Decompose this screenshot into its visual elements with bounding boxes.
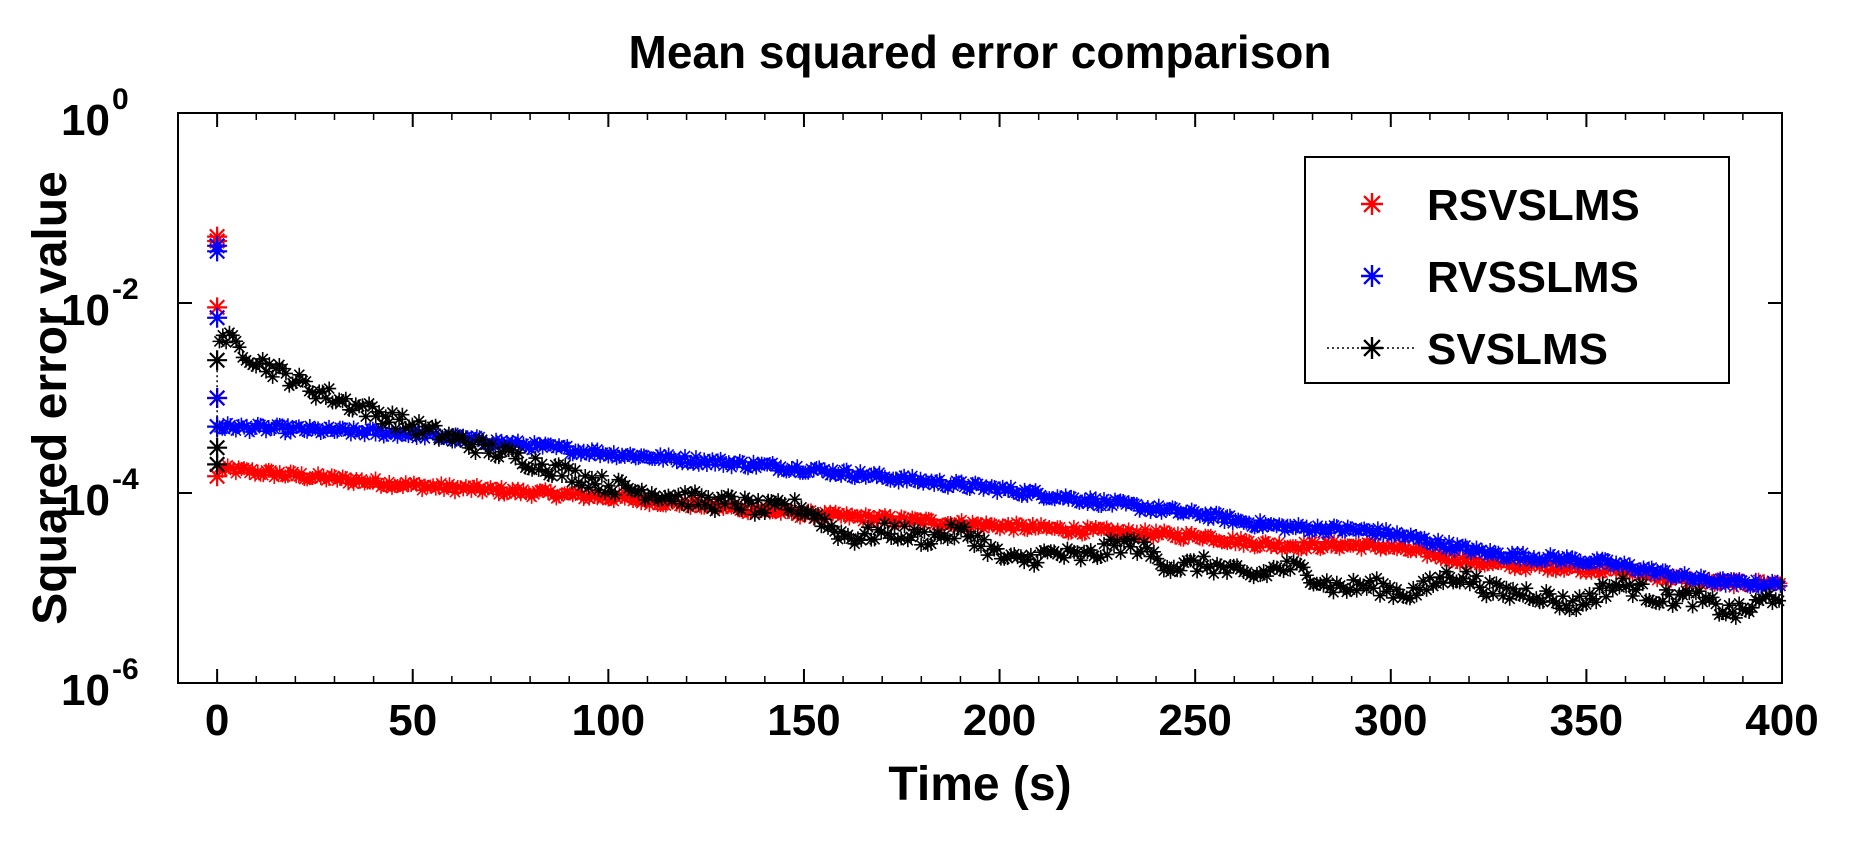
series-markers xyxy=(212,325,1787,625)
x-tick-label: 50 xyxy=(388,696,437,745)
legend-label: RVSSLMS xyxy=(1427,253,1639,302)
data-layer xyxy=(207,226,1788,625)
data-point xyxy=(207,437,228,458)
chart-title: Mean squared error comparison xyxy=(629,26,1332,78)
x-tick-label: 400 xyxy=(1745,696,1818,745)
data-point xyxy=(207,297,228,318)
x-tick-label: 200 xyxy=(963,696,1036,745)
series-svslms xyxy=(207,325,1787,625)
legend-marker xyxy=(1361,193,1383,215)
y-axis-label: Squared error value xyxy=(24,171,77,625)
legend-item-rsvslms: RSVSLMS xyxy=(1361,181,1640,230)
y-tick-exponent: -6 xyxy=(112,653,139,686)
x-tick-label: 300 xyxy=(1354,696,1427,745)
y-tick-label: 10 xyxy=(61,666,110,715)
legend-marker xyxy=(1361,265,1383,287)
y-tick-exponent: -4 xyxy=(112,463,139,496)
y-tick-label: 10 xyxy=(61,476,110,525)
y-tick-label: 10 xyxy=(61,286,110,335)
x-tick-label: 350 xyxy=(1550,696,1623,745)
y-tick-label: 10 xyxy=(61,96,110,145)
legend: RSVSLMS RVSSLMS SVSLMS xyxy=(1304,156,1730,384)
legend-item-rvsslms: RVSSLMS xyxy=(1361,253,1639,302)
x-tick-label: 150 xyxy=(767,696,840,745)
data-point xyxy=(207,350,228,371)
data-point xyxy=(207,307,228,328)
legend-label: RSVSLMS xyxy=(1427,181,1640,230)
axes-frame xyxy=(177,112,1783,684)
data-point xyxy=(207,454,228,475)
data-point xyxy=(207,241,228,262)
x-tick-label: 250 xyxy=(1158,696,1231,745)
x-tick-label: 100 xyxy=(572,696,645,745)
x-tick-label: 0 xyxy=(205,696,229,745)
x-axis: 0 50 100 150 200 250 300 350 400 xyxy=(205,113,1819,745)
legend-label: SVSLMS xyxy=(1427,325,1608,374)
data-point xyxy=(207,388,228,408)
y-tick-exponent: -2 xyxy=(112,273,139,306)
legend-item-svslms: SVSLMS xyxy=(1327,325,1608,374)
legend-marker xyxy=(1361,337,1383,359)
data-point xyxy=(207,466,228,487)
y-tick-exponent: 0 xyxy=(112,83,129,116)
x-axis-label: Time (s) xyxy=(888,758,1071,811)
